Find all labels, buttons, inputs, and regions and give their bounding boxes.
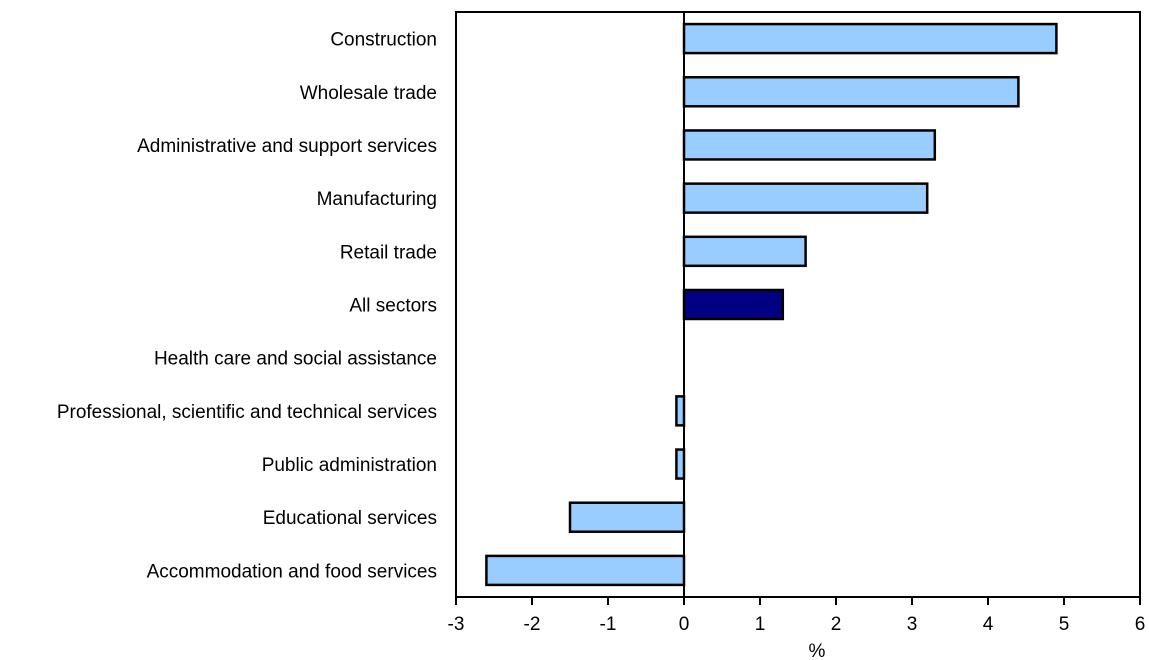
category-label-6: Health care and social assistance [154, 349, 437, 370]
category-label-2: Administrative and support services [137, 136, 437, 157]
bars-group [485, 22, 1058, 587]
category-label-9: Educational services [263, 508, 437, 529]
x-tick-label-7: 4 [983, 614, 994, 635]
category-label-7: Professional, scientific and technical s… [57, 402, 437, 423]
x-tick-label-4: 1 [755, 614, 766, 635]
bar-5 [682, 288, 785, 321]
bar-4 [682, 235, 807, 268]
category-label-0: Construction [330, 30, 437, 51]
bar-10 [485, 554, 686, 587]
plot-frame [455, 11, 1141, 598]
bar-1 [682, 76, 1020, 108]
category-label-1: Wholesale trade [300, 83, 437, 104]
x-tick-label-9: 6 [1135, 614, 1146, 635]
category-label-3: Manufacturing [317, 189, 437, 210]
bar-7 [675, 395, 686, 427]
bar-9 [568, 501, 686, 533]
x-tick-label-3: 0 [679, 614, 690, 635]
x-tick-label-5: 2 [831, 614, 842, 635]
category-label-4: Retail trade [340, 242, 437, 263]
bar-8 [675, 448, 686, 480]
x-tick-label-0: -3 [448, 614, 465, 635]
x-axis-title: % [809, 641, 826, 660]
category-label-8: Public administration [262, 455, 437, 476]
x-axis-ticks: -3 -2 -1 0 1 2 3 4 5 6 [448, 597, 1146, 635]
category-labels: Construction Wholesale trade Administrativ… [57, 30, 437, 583]
x-tick-label-1: -2 [524, 614, 541, 635]
x-tick-label-6: 3 [907, 614, 918, 635]
x-tick-label-2: -1 [600, 614, 617, 635]
category-label-5: All sectors [349, 296, 437, 317]
bar-2 [682, 129, 937, 161]
bar-0 [682, 22, 1058, 55]
bar-3 [682, 182, 929, 214]
x-tick-label-8: 5 [1059, 614, 1070, 635]
category-label-10: Accommodation and food services [147, 561, 437, 582]
